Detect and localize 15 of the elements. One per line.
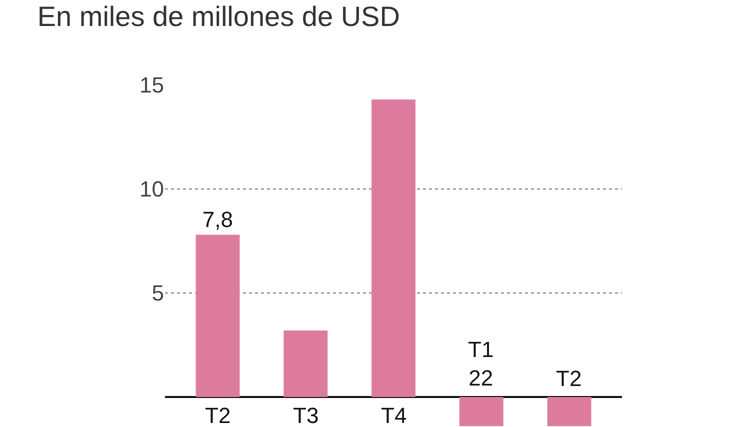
bar: [196, 234, 240, 398]
bar: [547, 397, 592, 426]
bar: [284, 330, 328, 398]
x-tick-label: T4: [381, 403, 407, 427]
bar: [372, 100, 416, 398]
y-tick-label: 15: [140, 72, 164, 98]
x-tick-label: T3: [293, 403, 319, 427]
y-tick-label: 10: [140, 176, 164, 202]
y-tick-label: 5: [152, 280, 164, 306]
data-label: 7,8: [202, 206, 234, 232]
x-tick-label: T1 22: [468, 337, 494, 391]
chart-title: En miles de millones de USD: [37, 1, 400, 32]
x-tick-label: T2: [205, 403, 231, 427]
bar: [459, 397, 504, 426]
x-tick-label: T2: [556, 366, 582, 391]
